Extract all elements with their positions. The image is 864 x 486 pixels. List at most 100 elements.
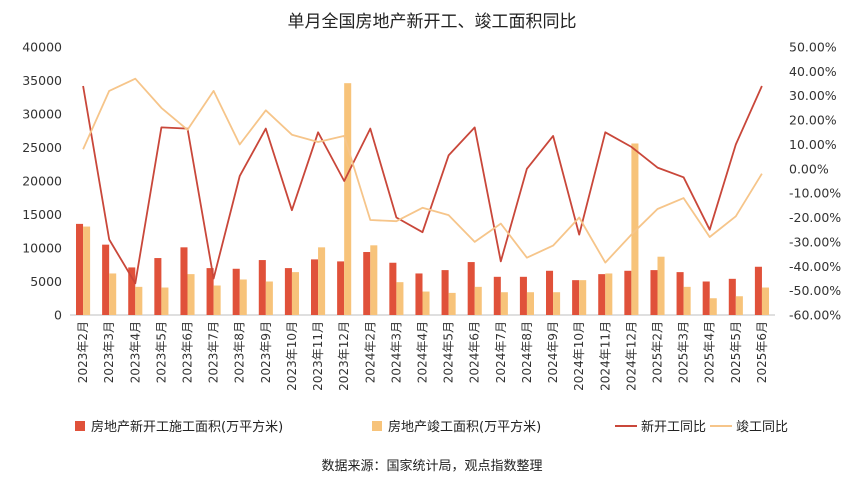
completion-area-bar: [109, 273, 117, 315]
left-tick-label: 20000: [22, 174, 62, 189]
x-tick-label: 2024年9月: [546, 321, 560, 383]
x-tick-label: 2024年4月: [416, 321, 430, 383]
new-start-area-bar: [598, 274, 606, 315]
new-start-yoy-line: [82, 85, 763, 285]
new-start-area-bar: [441, 270, 449, 315]
completion-area-bar: [526, 292, 534, 315]
completion-area-bar: [213, 285, 221, 315]
x-tick-label: 2024年8月: [520, 321, 534, 383]
right-tick-label: -10.00%: [789, 186, 841, 201]
x-tick-label: 2025年4月: [703, 321, 717, 383]
new-start-area-bar: [180, 247, 188, 315]
new-start-area-bar: [624, 270, 632, 315]
x-tick-label: 2024年5月: [442, 321, 456, 383]
completion-area-bar: [553, 292, 561, 315]
completion-area-bar: [422, 291, 430, 315]
new-start-area-bar: [337, 261, 345, 315]
completion-area-bar: [83, 226, 91, 315]
legend-label: 竣工同比: [736, 420, 788, 435]
left-tick-label: 0: [54, 308, 62, 323]
left-tick-label: 10000: [22, 241, 62, 256]
right-tick-label: -40.00%: [789, 259, 841, 274]
new-start-area-bar: [702, 281, 710, 315]
new-start-area-bar: [519, 276, 527, 315]
completion-area-bar: [474, 286, 482, 315]
x-tick-label: 2025年3月: [677, 321, 691, 383]
x-tick-label: 2023年12月: [337, 321, 351, 391]
new-start-area-bar: [284, 268, 292, 315]
completion-area-bar: [605, 273, 613, 315]
completion-area-bar: [135, 286, 143, 315]
completion-area-bar: [370, 245, 378, 315]
x-tick-label: 2023年4月: [128, 321, 142, 383]
x-tick-label: 2024年2月: [363, 321, 377, 383]
new-start-area-bar: [467, 262, 475, 315]
completion-area-bar: [709, 298, 717, 315]
left-tick-label: 15000: [22, 207, 62, 222]
new-start-area-bar: [363, 252, 371, 315]
completion-area-bar: [761, 287, 769, 315]
x-tick-label: 2023年6月: [181, 321, 195, 383]
right-axis: -60.00% -50.00% -40.00% -30.00% -20.00% -10.0…: [789, 40, 841, 323]
completion-area-bar: [344, 83, 352, 316]
legend-swatch: [372, 421, 382, 431]
new-start-area-bar: [102, 244, 110, 315]
new-start-area-bar: [650, 270, 658, 315]
x-tick-label: 2024年10月: [572, 321, 586, 391]
completion-area-bar: [187, 274, 195, 315]
left-tick-label: 25000: [22, 140, 62, 155]
right-tick-label: -60.00%: [789, 308, 841, 323]
x-tick-label: 2023年10月: [285, 321, 299, 391]
left-axis: 0 5000 10000 15000 20000 25000 30000 35000 40000: [22, 40, 62, 323]
completion-area-bar: [735, 296, 743, 315]
new-start-area-bar: [572, 280, 580, 315]
completion-area-bar: [500, 292, 508, 315]
completion-area-bar: [291, 272, 299, 315]
legend-swatch: [75, 421, 85, 431]
completion-yoy-line: [82, 77, 763, 264]
right-tick-label: -30.00%: [789, 234, 841, 249]
completion-area-bar: [239, 279, 247, 315]
left-tick-label: 5000: [30, 274, 62, 289]
legend: 房地产新开工施工面积(万平方米) 房地产竣工面积(万平方米) 新开工同比 竣工同比: [75, 419, 788, 435]
x-tick-label: 2024年3月: [389, 321, 403, 383]
completion-area-bar: [657, 256, 665, 315]
completion-area-bar: [448, 292, 456, 315]
left-tick-label: 40000: [22, 40, 62, 55]
new-start-area-bar: [154, 258, 162, 315]
new-start-area-bar: [128, 267, 136, 315]
left-tick-label: 35000: [22, 73, 62, 88]
new-start-area-bar: [311, 259, 319, 315]
completion-area-bar: [631, 143, 639, 315]
line-series-group: [82, 77, 763, 285]
new-start-area-bar: [754, 266, 762, 315]
x-tick-label: 2024年12月: [624, 321, 638, 391]
x-tick-label: 2023年11月: [311, 321, 325, 391]
completion-area-bar: [161, 287, 169, 315]
x-tick-label: 2025年6月: [755, 321, 769, 383]
right-tick-label: 40.00%: [789, 64, 837, 79]
x-tick-label: 2024年11月: [598, 321, 612, 391]
right-tick-label: 0.00%: [789, 161, 829, 176]
x-axis: 2023年2月 2023年3月 2023年4月 2023年5月 2023年6月 2023年…: [76, 321, 769, 391]
right-tick-label: -20.00%: [789, 210, 841, 225]
new-start-area-bar: [676, 272, 684, 315]
x-tick-label: 2025年5月: [729, 321, 743, 383]
legend-label: 房地产竣工面积(万平方米): [388, 419, 541, 435]
new-start-area-bar: [389, 262, 397, 315]
new-start-area-bar: [258, 260, 266, 315]
x-tick-label: 2024年7月: [494, 321, 508, 383]
x-tick-label: 2023年3月: [102, 321, 116, 383]
right-tick-label: 50.00%: [789, 40, 837, 55]
x-tick-label: 2023年9月: [259, 321, 273, 383]
right-tick-label: 10.00%: [789, 137, 837, 152]
new-start-area-bar: [232, 268, 240, 315]
legend-label: 房地产新开工施工面积(万平方米): [91, 419, 283, 435]
bar-series-group: [76, 83, 769, 316]
new-start-area-bar: [546, 270, 554, 315]
source-note: 数据来源：国家统计局，观点指数整理: [321, 458, 542, 474]
completion-area-bar: [318, 247, 326, 315]
right-tick-label: 30.00%: [789, 88, 837, 103]
chart-title: 单月全国房地产新开工、竣工面积同比: [288, 12, 577, 32]
